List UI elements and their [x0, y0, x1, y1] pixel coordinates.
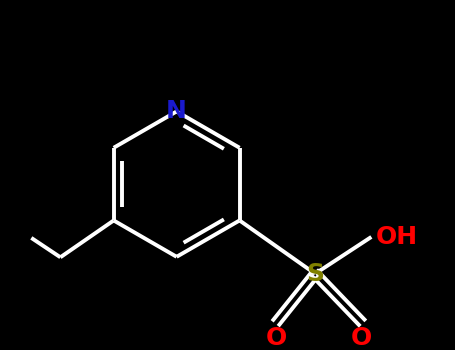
Text: S: S	[306, 262, 324, 286]
Text: O: O	[351, 326, 372, 350]
Text: OH: OH	[376, 225, 418, 249]
Text: N: N	[166, 99, 187, 124]
Text: O: O	[266, 326, 287, 350]
